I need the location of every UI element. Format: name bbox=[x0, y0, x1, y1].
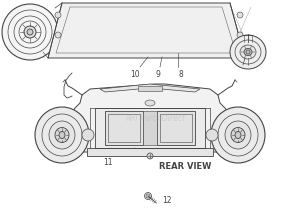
Ellipse shape bbox=[230, 35, 266, 69]
Text: 10: 10 bbox=[130, 70, 140, 79]
Polygon shape bbox=[48, 3, 245, 58]
Ellipse shape bbox=[225, 121, 251, 149]
Text: 11: 11 bbox=[103, 158, 113, 167]
Ellipse shape bbox=[246, 50, 250, 54]
Text: 8: 8 bbox=[178, 70, 183, 79]
Bar bbox=[157, 111, 195, 145]
Bar bbox=[105, 111, 143, 145]
Bar bbox=[95, 108, 205, 148]
Bar bbox=[143, 111, 157, 145]
Polygon shape bbox=[70, 84, 230, 152]
Ellipse shape bbox=[55, 32, 61, 38]
Ellipse shape bbox=[237, 32, 243, 38]
Ellipse shape bbox=[2, 4, 58, 60]
Text: 12: 12 bbox=[162, 196, 172, 205]
Ellipse shape bbox=[235, 131, 241, 139]
Polygon shape bbox=[100, 84, 200, 92]
Ellipse shape bbox=[24, 26, 36, 38]
Bar bbox=[108, 114, 140, 142]
Bar bbox=[138, 86, 162, 91]
Ellipse shape bbox=[49, 121, 75, 149]
Ellipse shape bbox=[145, 193, 152, 200]
Ellipse shape bbox=[240, 45, 256, 59]
Text: REAR VIEW: REAR VIEW bbox=[159, 162, 211, 171]
Ellipse shape bbox=[145, 100, 155, 106]
Ellipse shape bbox=[147, 153, 153, 159]
Ellipse shape bbox=[211, 107, 265, 163]
Ellipse shape bbox=[27, 29, 33, 35]
Text: ARI Parts Direct: ARI Parts Direct bbox=[125, 113, 185, 122]
Ellipse shape bbox=[59, 131, 65, 139]
Bar bbox=[160, 114, 192, 142]
Ellipse shape bbox=[55, 127, 69, 143]
Ellipse shape bbox=[82, 129, 94, 141]
Ellipse shape bbox=[231, 127, 245, 143]
Ellipse shape bbox=[237, 12, 243, 18]
Ellipse shape bbox=[146, 194, 150, 198]
Text: 9: 9 bbox=[156, 70, 161, 79]
Ellipse shape bbox=[244, 49, 252, 55]
Ellipse shape bbox=[206, 129, 218, 141]
Bar bbox=[87, 148, 213, 156]
Ellipse shape bbox=[55, 12, 61, 18]
Ellipse shape bbox=[35, 107, 89, 163]
